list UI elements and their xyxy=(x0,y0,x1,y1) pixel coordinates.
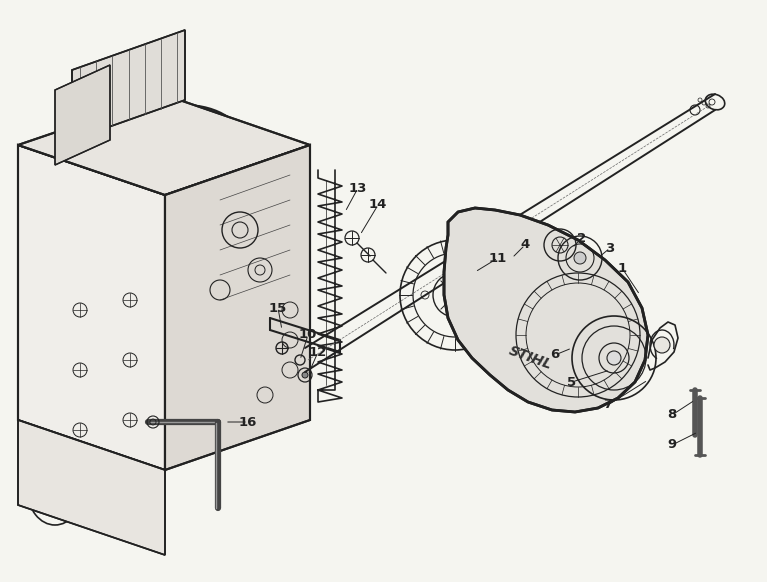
Text: 13: 13 xyxy=(349,182,367,194)
Circle shape xyxy=(654,337,670,353)
Text: 8: 8 xyxy=(667,409,676,421)
Text: 16: 16 xyxy=(239,416,257,428)
Text: 14: 14 xyxy=(369,198,387,211)
Circle shape xyxy=(445,285,465,305)
Text: 7: 7 xyxy=(604,399,613,411)
Polygon shape xyxy=(55,65,110,165)
Text: 3: 3 xyxy=(605,242,614,254)
Text: 2: 2 xyxy=(578,232,587,244)
Text: 9: 9 xyxy=(667,438,676,452)
Text: 5: 5 xyxy=(568,375,577,389)
Polygon shape xyxy=(18,420,165,555)
Circle shape xyxy=(574,252,586,264)
Text: 6: 6 xyxy=(551,349,560,361)
Text: STIHL: STIHL xyxy=(506,344,554,372)
Text: 10: 10 xyxy=(299,328,318,342)
Text: 11: 11 xyxy=(489,251,507,264)
Polygon shape xyxy=(165,145,310,470)
Polygon shape xyxy=(72,30,185,140)
Text: 15: 15 xyxy=(269,301,287,314)
Circle shape xyxy=(302,372,308,378)
Text: 1: 1 xyxy=(617,261,627,275)
Text: 4: 4 xyxy=(520,239,530,251)
Circle shape xyxy=(607,351,621,365)
Polygon shape xyxy=(482,238,535,315)
Polygon shape xyxy=(18,95,310,195)
Text: 12: 12 xyxy=(309,346,327,359)
Polygon shape xyxy=(444,208,648,412)
Polygon shape xyxy=(18,145,165,470)
